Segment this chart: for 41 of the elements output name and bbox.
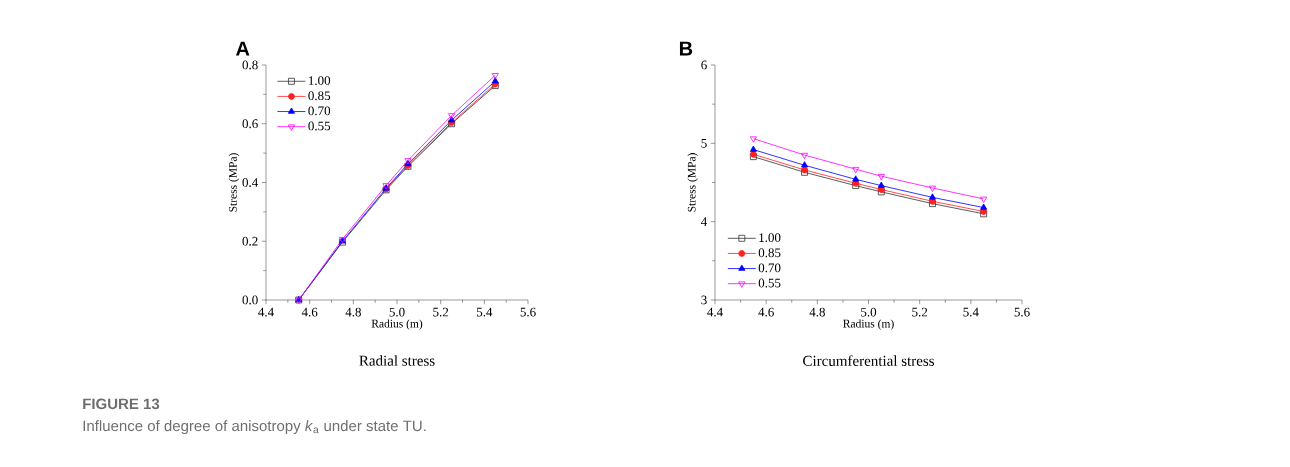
y-tick-label: 0.8 xyxy=(242,60,258,70)
y-tick-label: 0.6 xyxy=(242,119,258,129)
x-tick-label: 5.6 xyxy=(1014,307,1030,317)
x-tick-label: 5.0 xyxy=(861,307,877,317)
x-tick-label: 4.4 xyxy=(258,307,274,317)
x-axis-title: Radius (m) xyxy=(843,319,894,330)
legend-label: 0.85 xyxy=(308,91,331,101)
y-tick-label: 4 xyxy=(700,217,708,226)
x-tick-label: 5.2 xyxy=(912,307,928,317)
y-axis-title: Stress (MPa) xyxy=(228,153,240,212)
x-tick-label: 5.0 xyxy=(389,307,405,317)
x-tick-label: 5.6 xyxy=(520,307,536,317)
legend-label: 0.70 xyxy=(308,106,331,116)
x-tick-label: 4.8 xyxy=(345,307,361,317)
y-tick-label: 0.0 xyxy=(242,295,258,305)
text: Radial stress xyxy=(359,355,435,366)
y-tick-label: 0.4 xyxy=(242,178,259,187)
x-axis-title: Radius (m) xyxy=(371,319,423,330)
x-tick-label: 4.8 xyxy=(809,307,825,317)
chart-title: A xyxy=(235,41,250,56)
y-tick-label: 0.2 xyxy=(242,236,258,246)
x-tick-label: 4.6 xyxy=(758,307,774,317)
x-tick-label: 5.2 xyxy=(433,307,449,317)
legend-label: 0.55 xyxy=(758,278,781,288)
y-tick-label: 3 xyxy=(701,295,707,305)
legend-label: 0.70 xyxy=(758,263,781,273)
chart-title: B xyxy=(679,41,693,56)
caption: FIGURE 13 xyxy=(83,398,160,410)
text: Circumferential stress xyxy=(803,355,935,366)
legend-label: 1.00 xyxy=(759,233,781,243)
x-tick-label: 5.4 xyxy=(963,307,979,317)
y-tick-label: 6 xyxy=(701,60,707,70)
legend-label: 0.55 xyxy=(308,121,331,131)
y-tick-label: 5 xyxy=(701,138,707,148)
x-tick-label: 4.6 xyxy=(301,307,318,317)
legend-label: 0.85 xyxy=(758,248,781,258)
legend-label: 1.00 xyxy=(308,76,331,86)
text: Influence of degree of anisotropy k$_{a}$ under state TU. xyxy=(83,420,426,435)
x-tick-label: 4.4 xyxy=(707,307,723,317)
x-tick-label: 5.4 xyxy=(476,307,493,317)
y-axis-title: Stress (MPa) xyxy=(687,153,698,212)
